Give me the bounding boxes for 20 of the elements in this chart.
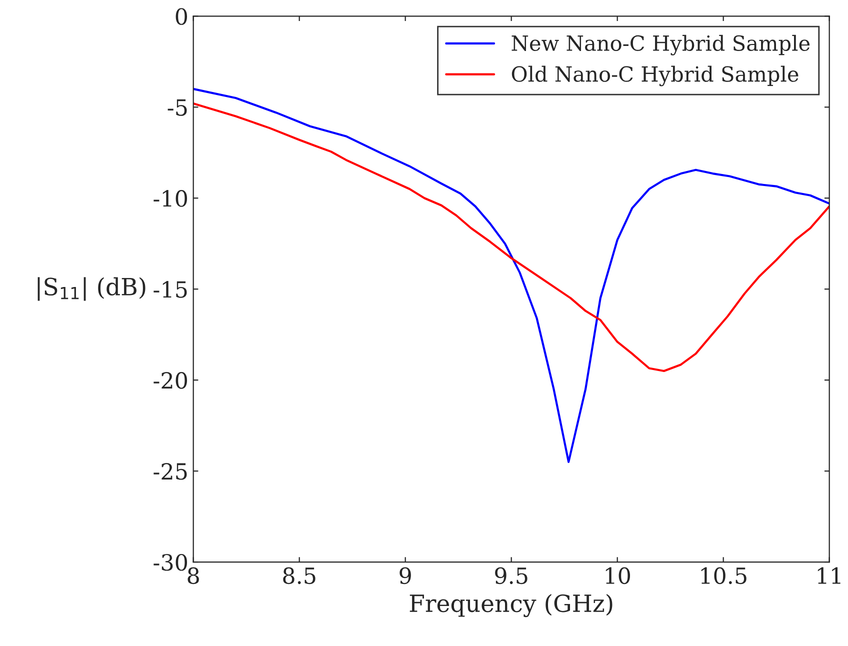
y-tick-label: -30 xyxy=(154,554,188,571)
legend-label: New Nano-C Hybrid Sample xyxy=(512,34,810,56)
x-axis-title: Frequency (GHz) xyxy=(410,594,612,618)
y-tick-label: -5 xyxy=(168,99,187,116)
y-tick-label: 0 xyxy=(176,8,188,25)
y-tick-label: -20 xyxy=(154,372,188,389)
legend-label: Old Nano-C Hybrid Sample xyxy=(512,66,798,86)
x-tick-label: 8.5 xyxy=(283,567,316,584)
x-tick-label: 8 xyxy=(188,567,199,584)
x-tick-label: 10 xyxy=(606,567,630,584)
x-tick-label: 9 xyxy=(400,567,411,584)
x-tick-label: 10.5 xyxy=(701,567,746,584)
y-tick-label: -10 xyxy=(154,190,188,207)
y-tick-label: -25 xyxy=(154,462,187,480)
x-tick-label: 9.5 xyxy=(495,567,528,584)
y-axis-title: |S$_{11}$| (dB) xyxy=(38,277,146,301)
line-series xyxy=(193,102,830,372)
line-series xyxy=(193,88,830,463)
x-tick-label: 11 xyxy=(818,567,840,584)
y-tick-label: -15 xyxy=(154,281,187,298)
